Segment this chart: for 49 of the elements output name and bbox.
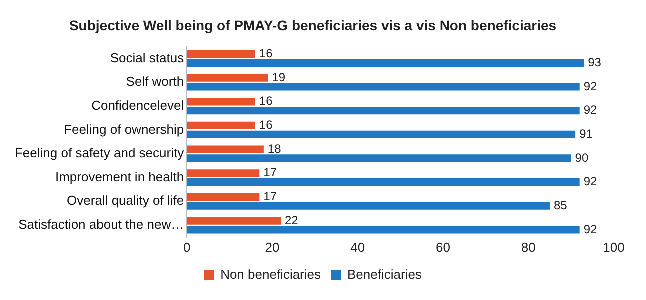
data-label: 92	[584, 174, 598, 189]
bar	[187, 107, 580, 115]
data-label: 18	[268, 142, 282, 156]
x-tick-label: 100	[603, 240, 625, 255]
bar	[187, 74, 268, 82]
bar	[187, 217, 282, 225]
bar	[187, 226, 580, 234]
y-tick-label: Improvement in health	[55, 169, 184, 184]
data-label: 17	[264, 190, 278, 204]
y-tick-label: Feeling of safety and security	[14, 146, 185, 161]
data-label: 19	[272, 70, 286, 84]
y-tick-label: Self worth	[126, 74, 184, 90]
data-label: 92	[584, 79, 598, 94]
bar	[187, 50, 256, 58]
y-tick-label: Satisfaction about the new…	[18, 217, 184, 232]
bar	[187, 202, 550, 210]
legend-label: Beneficiaries	[348, 267, 422, 282]
bar	[187, 130, 576, 138]
x-tick-label: 60	[436, 240, 450, 255]
data-label: 22	[285, 213, 299, 228]
bar	[187, 122, 256, 130]
y-tick-label: Overall quality of life	[67, 193, 184, 208]
x-tick-label: 20	[265, 240, 280, 255]
data-label: 16	[259, 94, 274, 108]
x-tick-label: 0	[183, 240, 191, 255]
y-tick-label: Feeling of ownership	[64, 122, 184, 137]
x-tick-label: 40	[350, 240, 366, 255]
bar	[187, 59, 584, 67]
data-label: 85	[554, 198, 568, 212]
bar	[187, 98, 256, 106]
data-label: 16	[259, 46, 274, 61]
legend-label: Non beneficiaries	[220, 267, 322, 282]
data-label: 17	[264, 166, 278, 180]
bar	[187, 193, 260, 201]
data-label: 93	[588, 55, 602, 70]
x-tick-label: 80	[521, 240, 536, 255]
data-label: 91	[580, 126, 594, 141]
data-label: 16	[259, 118, 274, 132]
bar	[187, 178, 580, 186]
bar	[187, 154, 572, 162]
bar	[187, 170, 260, 178]
data-label: 92	[584, 103, 598, 118]
y-tick-label: Confidencelevel	[92, 98, 184, 113]
chart-title: Subjective Well being of PMAY-G beneficiaries vis a vis Non beneficiaries	[69, 17, 557, 34]
bar	[187, 83, 580, 91]
data-label: 90	[575, 150, 589, 165]
data-label: 92	[584, 222, 598, 236]
y-tick-label: Social status	[110, 50, 185, 66]
bar	[187, 146, 264, 154]
